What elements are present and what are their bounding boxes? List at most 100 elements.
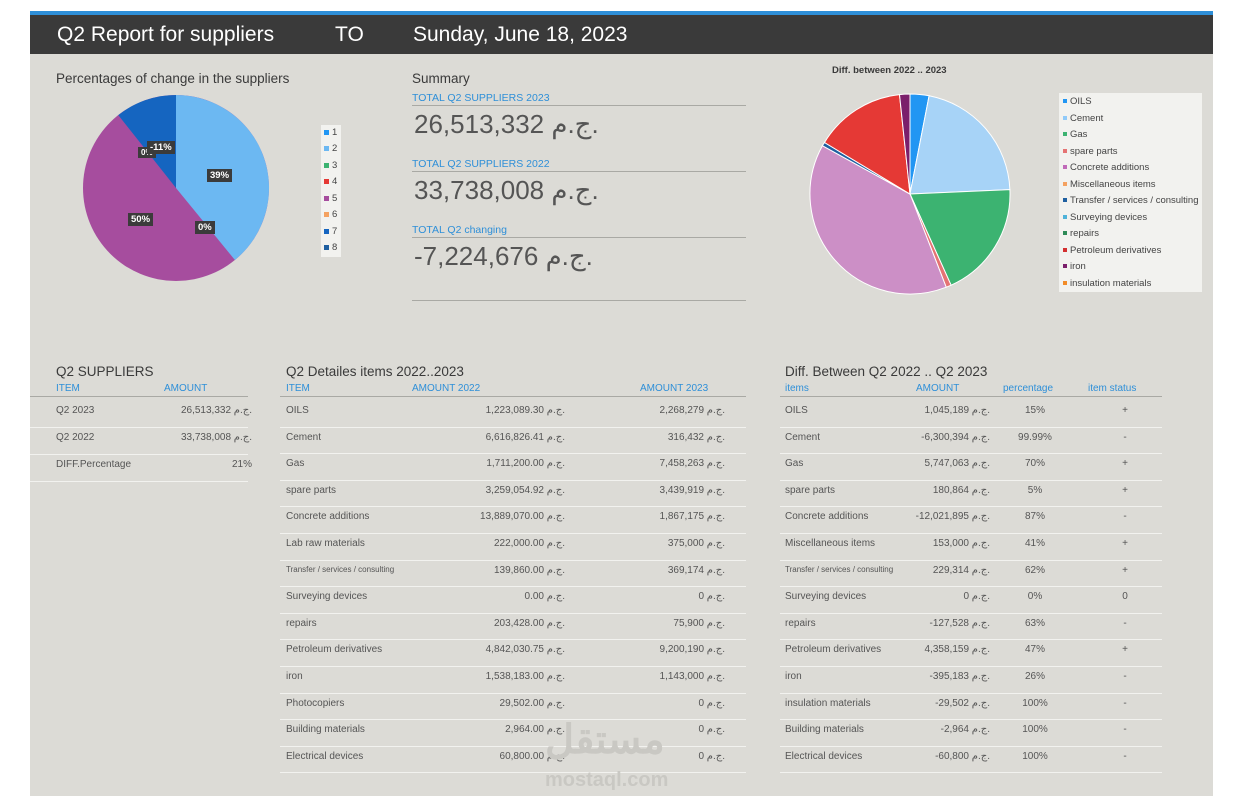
- cell-item: Photocopiers: [286, 697, 345, 709]
- cell-status: -: [1123, 671, 1127, 682]
- report-title: Q2 Report for suppliers: [57, 23, 275, 46]
- cell-percentage: 100%: [1022, 750, 1048, 762]
- row-separator: [280, 559, 746, 561]
- cell-item: Petroleum derivatives: [286, 644, 383, 656]
- cell-status: -: [1123, 511, 1127, 523]
- row-separator: [280, 533, 746, 534]
- legend-item-1: 1: [324, 126, 337, 140]
- row-separator: [280, 772, 746, 774]
- cell-amount-2022: 222,000.00 ج.م.: [493, 538, 565, 549]
- row-separator: [780, 506, 1162, 508]
- cell-amount: -60,800 ج.م.: [935, 750, 990, 762]
- cell-status: +: [1122, 564, 1128, 576]
- cell-status: -: [1123, 617, 1127, 629]
- cell-percentage: 100%: [1022, 724, 1048, 736]
- row-separator: [280, 745, 746, 747]
- row-separator: [280, 612, 746, 614]
- summary-value-2023: 26,513,332 ج.م.: [414, 109, 599, 139]
- legend-item-6: 6: [324, 208, 337, 222]
- cell-status: +: [1122, 458, 1128, 470]
- row-separator: [30, 427, 248, 428]
- cell-amount: 26,513,332 ج.م.: [180, 405, 252, 416]
- diff-header-amount: AMOUNT: [916, 383, 960, 394]
- legend-surveying-devices: Surveying devices: [1063, 211, 1147, 225]
- row-separator: [780, 479, 1162, 481]
- cell-amount: 33,738,008 ج.م.: [180, 432, 252, 443]
- cell-amount: 21%: [231, 459, 252, 470]
- legend-petroleum-derivatives: Petroleum derivatives: [1063, 244, 1161, 258]
- legend-iron: iron: [1063, 260, 1086, 274]
- pie-label-0-b: 0%: [138, 147, 156, 158]
- row-separator: [780, 719, 1162, 721]
- cell-amount-2022: 6,616,826.41 ج.م.: [485, 431, 565, 443]
- cell-amount: 229,314 ج.م.: [932, 564, 990, 576]
- cell-item: spare parts: [286, 484, 337, 496]
- cell-amount: 180,864 ج.م.: [932, 484, 990, 496]
- cell-amount-2023: 7,458,263 ج.م.: [659, 458, 725, 470]
- cell-item: OILS: [286, 405, 309, 416]
- diff-header-items: items: [785, 383, 809, 394]
- row-separator: [780, 453, 1162, 455]
- cell-item: Transfer / services / consulting: [785, 564, 894, 574]
- row-separator: [30, 454, 248, 455]
- cell-item: Transfer / services / consulting: [286, 564, 395, 574]
- cell-percentage: 70%: [1024, 458, 1045, 470]
- row-separator: [780, 772, 1162, 774]
- summary-title: Summary: [412, 71, 470, 86]
- cell-percentage: 63%: [1024, 617, 1045, 629]
- cell-percentage: 62%: [1024, 564, 1045, 576]
- cell-item: Petroleum derivatives: [785, 644, 882, 656]
- summary-label-2023: TOTAL Q2 SUPPLIERS 2023: [412, 92, 746, 106]
- legend-repairs: repairs: [1063, 227, 1099, 241]
- cell-item: DIFF.Percentage: [56, 459, 132, 470]
- cell-amount-2022: 29,502.00 ج.م.: [499, 697, 565, 709]
- cell-item: Miscellaneous items: [785, 538, 876, 549]
- row-separator: [780, 639, 1162, 641]
- cell-item: Electrical devices: [286, 750, 364, 762]
- cell-percentage: 87%: [1024, 511, 1045, 523]
- cell-item: Q2 2023: [56, 405, 95, 416]
- legend-spare-parts: spare parts: [1063, 145, 1118, 159]
- suppliers-header-amount: AMOUNT: [164, 383, 208, 394]
- details-header-item: ITEM: [286, 383, 310, 394]
- right-chart-legend: OILS Cement Gas spare parts Concrete add…: [1059, 93, 1202, 292]
- cell-item: Cement: [286, 431, 322, 443]
- row-separator: [780, 666, 1162, 667]
- cell-item: Lab raw materials: [286, 538, 365, 549]
- legend-transfer-services: Transfer / services / consulting: [1063, 194, 1198, 208]
- row-separator: [780, 745, 1162, 747]
- row-separator: [280, 453, 746, 455]
- cell-percentage: 100%: [1022, 697, 1048, 709]
- cell-item: spare parts: [785, 484, 836, 496]
- row-separator: [280, 426, 746, 428]
- cell-item: iron: [286, 671, 303, 682]
- pie-label-neg11: -11%: [147, 141, 175, 154]
- diff-table-title: Diff. Between Q2 2022 .. Q2 2023: [785, 364, 988, 379]
- diff-pie-chart: [809, 93, 1011, 295]
- cell-amount-2022: 13,889,070.00 ج.م.: [480, 511, 565, 523]
- legend-item-5: 5: [324, 192, 337, 206]
- legend-item-7: 7: [324, 225, 337, 239]
- row-separator: [280, 586, 746, 588]
- cell-item: Gas: [286, 458, 305, 470]
- to-label: TO: [335, 23, 364, 46]
- summary-value-2022: 33,738,008 ج.م.: [414, 175, 599, 205]
- cell-percentage: 5%: [1027, 484, 1043, 496]
- cell-amount-2023: 0 ج.م.: [698, 750, 725, 762]
- legend-gas: Gas: [1063, 128, 1087, 142]
- cell-status: +: [1122, 644, 1128, 656]
- cell-amount-2023: 3,439,919 ج.م.: [659, 484, 725, 496]
- details-table-title: Q2 Detailes items 2022..2023: [286, 364, 464, 379]
- summary-label-2022: TOTAL Q2 SUPPLIERS 2022: [412, 158, 746, 172]
- change-pie-chart: [83, 94, 270, 281]
- cell-amount-2022: 3,259,054.92 ج.م.: [485, 484, 565, 496]
- cell-percentage: 26%: [1024, 671, 1045, 682]
- legend-insulation-materials: insulation materials: [1063, 277, 1151, 291]
- pie-label-39: 39%: [207, 169, 233, 182]
- cell-item: Concrete additions: [785, 511, 869, 523]
- cell-amount: 153,000 ج.م.: [932, 538, 990, 549]
- cell-amount-2023: 2,268,279 ج.م.: [659, 405, 725, 416]
- pie-label-50: 50%: [128, 213, 154, 226]
- cell-amount-2023: 0 ج.م.: [698, 697, 725, 709]
- summary-bottom-rule: [412, 300, 746, 301]
